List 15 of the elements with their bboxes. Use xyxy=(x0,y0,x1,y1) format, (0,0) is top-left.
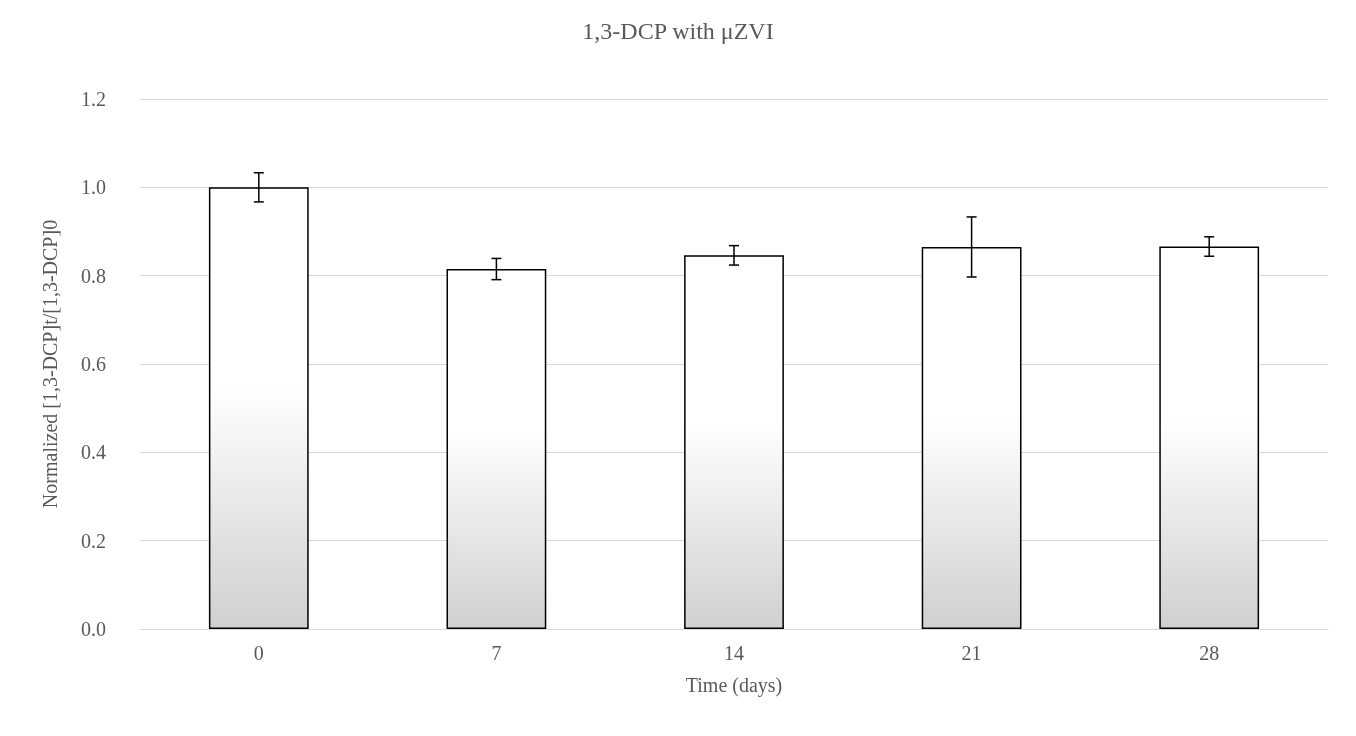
x-tick-label: 7 xyxy=(491,642,502,664)
x-tick-label: 28 xyxy=(1199,642,1220,664)
x-tick-label: 21 xyxy=(961,642,982,664)
y-axis-title: Normalized [1,3-DCP]t/[1,3-DCP]0 xyxy=(39,219,61,509)
y-tick-label: 0.0 xyxy=(81,618,106,640)
chart-title: 1,3-DCP with μZVI xyxy=(582,18,774,44)
y-tick-label: 1.2 xyxy=(81,88,106,110)
x-tick-label: 0 xyxy=(253,642,264,664)
x-tick-label: 14 xyxy=(724,642,744,664)
y-tick-label: 0.4 xyxy=(81,441,106,464)
y-tick-label: 0.8 xyxy=(81,264,106,287)
x-axis-title: Time (days) xyxy=(685,674,783,697)
y-tick-label: 0.2 xyxy=(81,529,106,552)
y-tick-label: 1.0 xyxy=(81,176,106,199)
y-tick-label: 0.6 xyxy=(81,353,106,375)
